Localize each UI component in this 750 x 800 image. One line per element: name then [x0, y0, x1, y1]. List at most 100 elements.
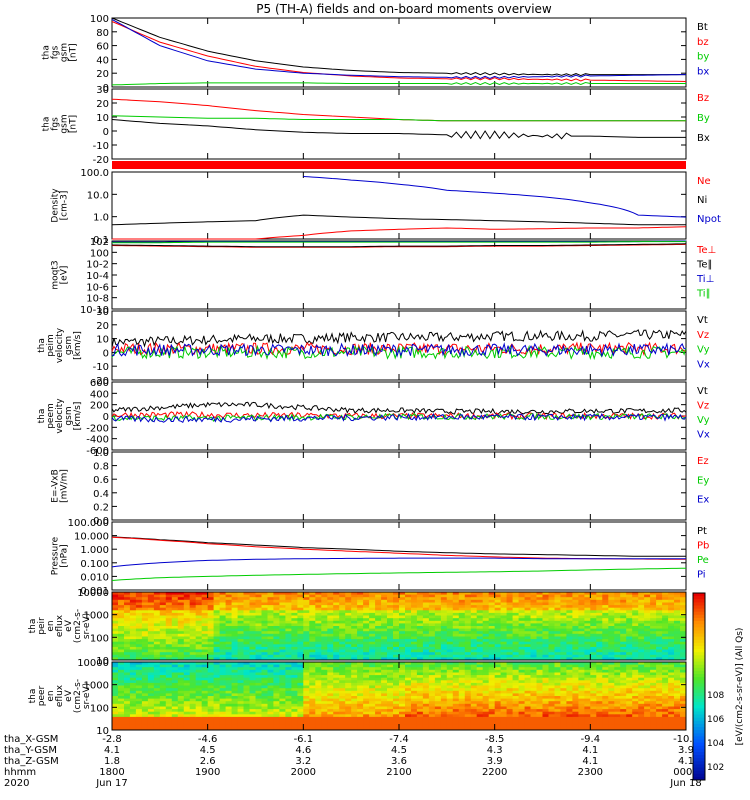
spectrogram-cell: [458, 610, 466, 614]
spectrogram-cell: [321, 631, 328, 635]
spectrogram-cell: [548, 690, 555, 694]
spectrogram-cell: [482, 682, 490, 686]
spectrogram-cell: [405, 594, 412, 598]
spectrogram-cell: [213, 618, 221, 622]
spectrogram-cell: [506, 711, 514, 715]
spectrogram-cell: [159, 662, 167, 666]
spectrogram-cell: [375, 646, 382, 650]
spectrogram-cell: [542, 716, 549, 720]
spectrogram-cell: [548, 631, 555, 635]
spectrogram-cell: [428, 706, 436, 710]
spectrogram-cell: [118, 628, 125, 632]
spectrogram-cell: [422, 628, 430, 632]
spectrogram-cell: [339, 636, 346, 640]
spectrogram-cell: [339, 652, 346, 656]
spectrogram-cell: [303, 716, 310, 720]
spectrogram-cell: [482, 631, 490, 635]
spectrogram-cell: [249, 680, 256, 684]
spectrogram-cell: [255, 727, 262, 731]
spectrogram-cell: [393, 636, 400, 640]
spectrogram-cell: [171, 657, 179, 661]
spectrogram-cell: [321, 639, 328, 643]
y-tick-label: -200: [86, 423, 109, 434]
spectrogram-cell: [393, 693, 400, 697]
spectrogram-cell: [243, 610, 250, 614]
spectrogram-cell: [195, 623, 203, 627]
spectrogram-cell: [141, 669, 149, 673]
spectrogram-cell: [506, 672, 514, 676]
spectrogram-cell: [584, 644, 591, 648]
spectrogram-cell: [590, 623, 597, 627]
spectrogram-cell: [321, 675, 328, 679]
spectrogram-cell: [141, 657, 149, 661]
legend-entry: Ex: [697, 495, 709, 506]
series-line-Ne: [112, 226, 687, 240]
spectrogram-cell: [452, 662, 460, 666]
spectrogram-cell: [153, 610, 161, 614]
spectrogram-cell: [207, 646, 215, 650]
spectrogram-cell: [560, 688, 567, 692]
spectrogram-cell: [411, 714, 418, 718]
spectrogram-cell: [345, 633, 352, 637]
spectrogram-cell: [590, 677, 597, 681]
spectrogram-cell: [434, 633, 442, 637]
spectrogram-cell: [351, 652, 358, 656]
spectrogram-cell: [494, 644, 502, 648]
spectrogram-cell: [488, 631, 496, 635]
spectrogram-cell: [405, 626, 412, 630]
spectrogram-cell: [482, 719, 490, 723]
spectrogram-cell: [297, 672, 304, 676]
spectrogram-cell: [554, 649, 561, 653]
spectrogram-cell: [189, 631, 197, 635]
spectrogram-cell: [393, 664, 400, 668]
spectrogram-cell: [518, 685, 526, 689]
spectrogram-cell: [309, 693, 316, 697]
spectrogram-cell: [249, 675, 256, 679]
spectrogram-cell: [195, 599, 203, 603]
spectrogram-cell: [375, 641, 382, 645]
spectrogram-cell: [195, 711, 203, 715]
spectrogram-cell: [213, 599, 221, 603]
spectrogram-cell: [608, 626, 615, 630]
spectrogram-cell: [650, 592, 657, 596]
spectrogram-cell: [464, 701, 472, 705]
spectrogram-cell: [297, 709, 304, 713]
spectrogram-cell: [255, 672, 262, 676]
spectrogram-cell: [285, 618, 292, 622]
spectrogram-cell: [255, 615, 262, 619]
spectrogram-cell: [207, 644, 215, 648]
legend-entry: bz: [697, 37, 709, 48]
spectrogram-cell: [124, 711, 131, 715]
spectrogram-cell: [506, 592, 514, 596]
spectrogram-cell: [285, 605, 292, 609]
spectrogram-cell: [572, 657, 579, 661]
spectrogram-cell: [494, 706, 502, 710]
spectrogram-cell: [416, 698, 424, 702]
spectrogram-cell: [626, 607, 633, 611]
spectrogram-cell: [387, 605, 394, 609]
spectrogram-cell: [464, 664, 472, 668]
spectrogram-cell: [297, 631, 304, 635]
spectrogram-cell: [303, 633, 310, 637]
spectrogram-cell: [464, 592, 472, 596]
spectrogram-cell: [548, 626, 555, 630]
spectrogram-cell: [393, 597, 400, 601]
spectrogram-cell: [578, 597, 585, 601]
spectrogram-cell: [267, 652, 274, 656]
spectrogram-cell: [303, 709, 310, 713]
spectrogram-cell: [488, 724, 496, 728]
spectrogram-cell: [159, 693, 167, 697]
spectrogram-cell: [118, 626, 125, 630]
spectrogram-cell: [327, 594, 334, 598]
spectrogram-cell: [255, 698, 262, 702]
spectrogram-cell: [548, 618, 555, 622]
spectrogram-cell: [542, 623, 549, 627]
spectrogram-cell: [506, 605, 514, 609]
spectrogram-cell: [375, 639, 382, 643]
spectrogram-cell: [578, 727, 585, 731]
y-tick-label: 0.100: [80, 559, 109, 570]
spectrogram-cell: [309, 597, 316, 601]
spectrogram-cell: [680, 649, 687, 653]
spectrogram-cell: [135, 675, 143, 679]
spectrogram-cell: [177, 594, 185, 598]
